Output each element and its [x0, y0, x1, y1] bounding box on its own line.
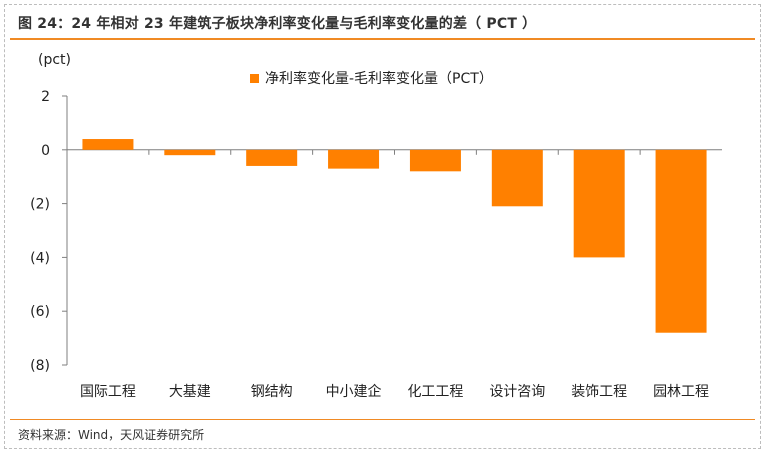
figure-frame [4, 4, 761, 449]
y-axis-unit-label: (pct) [38, 52, 71, 68]
bar-国际工程 [82, 139, 134, 150]
legend-label: 净利率变化量-毛利率变化量（PCT） [265, 71, 493, 87]
y-tick-label: (4) [30, 250, 50, 266]
x-category-label: 园林工程 [653, 384, 709, 400]
header-divider [10, 38, 755, 40]
y-tick-label: 2 [41, 89, 50, 105]
x-category-label: 设计咨询 [489, 384, 545, 400]
chart-legend: 净利率变化量-毛利率变化量（PCT） [250, 68, 493, 88]
y-tick-label: 0 [41, 143, 50, 159]
figure-title: 图 24：24 年相对 23 年建筑子板块净利率变化量与毛利率变化量的差（ PC… [18, 16, 537, 32]
source-note: 资料来源：Wind，天风证券研究所 [18, 428, 205, 442]
x-category-label: 大基建 [169, 383, 211, 400]
y-tick-label: (8) [30, 358, 50, 374]
bar-化工工程 [409, 149, 461, 172]
bar-园林工程 [655, 149, 707, 333]
figure-header: 图 24：24 年相对 23 年建筑子板块净利率变化量与毛利率变化量的差（ PC… [10, 8, 755, 38]
x-category-label: 化工工程 [407, 384, 463, 400]
bar-装饰工程 [573, 149, 625, 258]
legend-swatch [250, 73, 259, 83]
x-category-label: 中小建企 [326, 383, 382, 400]
bar-大基建 [164, 149, 216, 156]
x-category-label: 国际工程 [80, 384, 136, 400]
y-tick-label: (6) [30, 304, 50, 320]
footer-divider [10, 419, 755, 420]
bar-设计咨询 [491, 149, 543, 207]
x-category-label: 钢结构 [251, 384, 293, 400]
bar-钢结构 [246, 149, 298, 166]
x-category-label: 装饰工程 [571, 384, 627, 400]
y-tick-label: (2) [30, 197, 50, 213]
bar-中小建企 [328, 149, 380, 169]
